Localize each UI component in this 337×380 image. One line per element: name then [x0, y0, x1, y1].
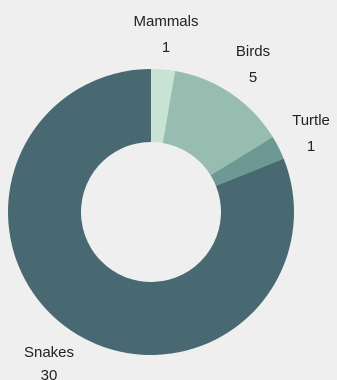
- donut-slice-birds: [162, 71, 273, 176]
- donut-slices: [8, 69, 295, 355]
- donut-slice-mammals: [151, 69, 176, 144]
- donut-slice-turtle: [210, 137, 284, 186]
- label-snakes-name: Snakes: [24, 344, 74, 361]
- label-birds-value: 5: [249, 69, 257, 86]
- label-birds-name: Birds: [236, 43, 270, 60]
- label-mammals-value: 1: [162, 39, 170, 56]
- label-turtle-value: 1: [307, 138, 315, 155]
- label-snakes-value: 30: [41, 367, 58, 380]
- label-turtle-name: Turtle: [292, 112, 330, 129]
- label-mammals-name: Mammals: [133, 13, 198, 30]
- donut-slice-snakes: [8, 69, 295, 355]
